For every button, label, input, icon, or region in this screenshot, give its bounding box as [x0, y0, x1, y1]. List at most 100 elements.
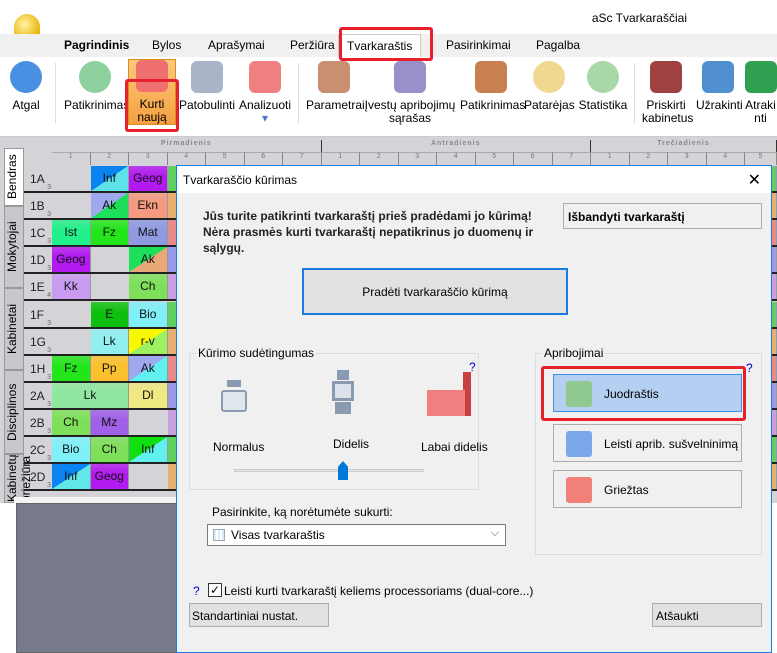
ribbon-button-4[interactable]: Analizuoti ▾	[236, 61, 294, 125]
ribbon-button-11[interactable]: Užrakinti	[696, 61, 743, 112]
ribbon-button-2[interactable]: Kurti naują	[128, 59, 176, 125]
lesson-cell[interactable]: Bio	[52, 437, 91, 462]
class-label[interactable]: 2A 3	[24, 383, 52, 408]
menu-tab-1[interactable]: Bylos	[152, 38, 182, 52]
class-label[interactable]: 1H 3	[24, 356, 52, 381]
menu-tab-6[interactable]: Pagalba	[536, 38, 581, 52]
class-label[interactable]: 1B 3	[24, 193, 52, 218]
test-schedule-button[interactable]: Išbandyti tvarkaraštį	[563, 203, 762, 229]
period-header: 6	[514, 152, 553, 165]
pie-chart-icon	[587, 61, 619, 93]
lesson-cell[interactable]: Bio	[129, 301, 168, 327]
lesson-cell[interactable]: Fz	[90, 220, 129, 246]
lesson-cell[interactable]: Dl	[129, 382, 168, 408]
lesson-cell[interactable]: Ist	[52, 220, 91, 246]
constraint-relax-button[interactable]: Leisti aprib. sušvelninimą	[553, 424, 742, 462]
close-icon[interactable]: ✕	[747, 172, 761, 189]
constraint-draft-label: Juodraštis	[604, 387, 659, 401]
complexity-option-large[interactable]: Didelis	[333, 437, 370, 451]
dual-core-label[interactable]: Leisti kurti tvarkaraštį keliems process…	[224, 584, 534, 598]
ribbon-button-7[interactable]: Patikrinimas	[460, 61, 525, 112]
check-badge-icon	[79, 61, 111, 93]
period-header: 5	[475, 152, 514, 165]
menu-tab-5[interactable]: Pasirinkimai	[446, 38, 511, 52]
einstein-icon	[533, 61, 565, 93]
lesson-cell[interactable]: Ekn	[129, 193, 168, 219]
ribbon-button-3[interactable]: Patobulinti	[178, 61, 236, 112]
ribbon-button-10[interactable]: Priskirti kabinetus	[642, 61, 693, 125]
lesson-cell[interactable]: Mz	[90, 409, 129, 435]
complexity-option-very-large[interactable]: Labai didelis	[421, 440, 488, 454]
lesson-cell[interactable]: Lk	[52, 382, 129, 408]
robot-large-icon[interactable]	[325, 370, 361, 416]
ribbon-button-0[interactable]: Atgal	[6, 61, 46, 112]
menu-tab-0[interactable]: Pagrindinis	[64, 38, 130, 52]
lesson-cell[interactable]: Ch	[52, 409, 91, 435]
class-label[interactable]: 1E 4	[24, 274, 52, 299]
robot-small-icon[interactable]	[215, 380, 253, 416]
dual-core-checkbox[interactable]: ✓	[208, 583, 222, 597]
flask-icon	[249, 61, 281, 93]
class-label[interactable]: 1A 3	[24, 166, 52, 191]
side-tab-0[interactable]: Bendras	[4, 148, 24, 206]
constraint-strict-button[interactable]: Griežtas	[553, 470, 742, 508]
complexity-option-normal[interactable]: Normalus	[213, 440, 265, 454]
cancel-button[interactable]: Atšaukti	[652, 603, 762, 627]
menu-tab-3[interactable]: Peržiūra	[290, 38, 335, 52]
defaults-button[interactable]: Standartiniai nustat.	[189, 603, 329, 627]
lesson-cell[interactable]: Mat	[129, 220, 168, 246]
side-tab-1[interactable]: Mokytojai	[4, 206, 24, 288]
lesson-cell[interactable]: Geog	[90, 464, 129, 490]
lesson-cell[interactable]: Ak	[129, 247, 168, 273]
class-label[interactable]: 1D 3	[24, 247, 52, 272]
class-label[interactable]: 2C 3	[24, 437, 52, 462]
schedule-type-select[interactable]: Visas tvarkaraštis ⌵	[207, 524, 506, 546]
lesson-cell[interactable]: Fz	[52, 355, 91, 381]
ribbon-button-9[interactable]: Statistika	[578, 61, 628, 112]
lesson-cell[interactable]: Ch	[90, 437, 129, 462]
class-label[interactable]: 1G 3	[24, 329, 52, 354]
start-creation-button[interactable]: Pradėti tvarkaraščio kūrimą	[302, 268, 568, 315]
ribbon-button-8[interactable]: Patarėjas	[524, 61, 575, 112]
lesson-cell[interactable]: r-v	[129, 328, 168, 354]
ribbon-button-5[interactable]: Parametrai	[306, 61, 365, 112]
factory-icon[interactable]	[427, 372, 473, 416]
complexity-slider-thumb[interactable]	[338, 461, 348, 480]
lesson-cell[interactable]: Lk	[90, 328, 129, 354]
class-label[interactable]: 2B 3	[24, 410, 52, 435]
lesson-cell[interactable]: Geog	[129, 166, 168, 191]
side-tab-2[interactable]: Kabinetai	[4, 288, 24, 370]
period-header: 2	[360, 152, 399, 165]
complexity-slider-track[interactable]	[234, 469, 424, 472]
class-label[interactable]: 1C 3	[24, 220, 52, 245]
side-tab-4[interactable]: Kabinetų priežiūra	[4, 454, 33, 503]
ribbon-button-1[interactable]: Patikrinimas	[64, 61, 129, 112]
grid-bottom-strip	[14, 497, 184, 503]
constraint-draft-button[interactable]: Juodraštis	[553, 374, 742, 412]
ribbon-button-12[interactable]: Atrakinti	[744, 61, 777, 125]
complexity-help-icon[interactable]: ?	[469, 360, 476, 374]
ribbon-separator	[55, 63, 56, 123]
ribbon-toolbar: Atgal Patikrinimas Kurti naują Patobulinti A…	[0, 57, 777, 137]
constraints-help-icon[interactable]: ?	[746, 361, 753, 375]
lesson-cell[interactable]: Ak	[129, 355, 168, 381]
class-label[interactable]: 1F 3	[24, 302, 52, 327]
lesson-cell[interactable]: E	[90, 301, 129, 327]
lesson-cell[interactable]: Inf	[129, 437, 168, 462]
lesson-cell[interactable]: Ch	[129, 274, 168, 300]
menu-tab-2[interactable]: Aprašymai	[208, 38, 265, 52]
lesson-cell[interactable]: Geog	[52, 247, 91, 273]
side-tab-3[interactable]: Disciplinos	[4, 370, 24, 454]
ribbon-button-6[interactable]: Įvestų apribojimų sąrašas	[364, 61, 456, 125]
menu-tab-4[interactable]: Tvarkaraštis	[338, 34, 422, 59]
class-label[interactable]: 2D 3	[24, 464, 52, 489]
lesson-cell[interactable]: Inf	[52, 464, 91, 490]
lesson-cell[interactable]: Ak	[90, 193, 129, 219]
constraints-legend: Apribojimai	[544, 346, 604, 360]
lesson-cell[interactable]: Inf	[90, 166, 129, 191]
side-tabs: Bendras Mokytojai Kabinetai Disciplinos Kabi…	[4, 148, 33, 503]
help-icon[interactable]: ?	[193, 584, 200, 598]
lesson-cell[interactable]: Pp	[90, 355, 129, 381]
dropdown-arrow-icon[interactable]: ▾	[261, 111, 269, 125]
lesson-cell[interactable]: Kk	[52, 274, 91, 300]
